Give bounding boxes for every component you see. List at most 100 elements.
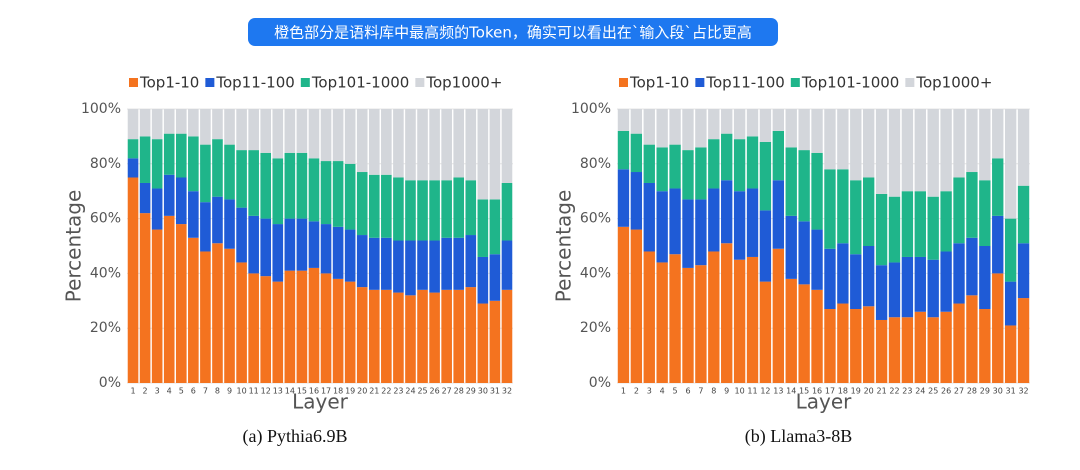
- bar-segment: [785, 215, 797, 279]
- bar-segment: [477, 109, 489, 200]
- x-tick-label: 8: [215, 387, 220, 396]
- x-tick-label: 9: [227, 387, 232, 396]
- bar-segment: [837, 303, 849, 383]
- bar-segment: [441, 180, 452, 238]
- bar-segment: [850, 254, 862, 310]
- bar-segment: [721, 109, 733, 134]
- bar-segment: [617, 169, 630, 227]
- bar-segment: [669, 109, 681, 145]
- bar-segment: [824, 109, 836, 170]
- bar-segment: [617, 130, 630, 170]
- bar-segment: [453, 289, 465, 383]
- bar-segment: [489, 300, 501, 383]
- bar-segment: [260, 276, 272, 383]
- bar-segment: [862, 109, 875, 178]
- bar-segment: [656, 147, 668, 192]
- banner-box: [248, 18, 778, 46]
- bar-segment: [453, 109, 465, 178]
- x-tick-label: 26: [430, 387, 440, 396]
- bar-segment: [992, 215, 1004, 274]
- bar-segment: [151, 139, 163, 189]
- bar-segment: [441, 109, 452, 181]
- bar-segment: [837, 169, 849, 244]
- bar-segment: [175, 109, 187, 134]
- x-tick-label: 26: [941, 387, 951, 396]
- bar-segment: [643, 109, 655, 145]
- bar-segment: [875, 265, 888, 320]
- bar-segment: [236, 109, 247, 151]
- bar-segment: [139, 136, 151, 183]
- bar-segment: [811, 152, 823, 230]
- bar-segment: [441, 237, 452, 290]
- bar-segment: [260, 218, 272, 277]
- bar-segment: [669, 144, 681, 189]
- bar-segment: [888, 196, 901, 263]
- x-tick-label: 21: [876, 387, 886, 396]
- y-tick-label: 100%: [571, 101, 611, 117]
- bar-segment: [733, 259, 746, 383]
- bar-segment: [927, 196, 939, 260]
- x-tick-label: 18: [333, 387, 343, 396]
- x-tick-label: 2: [143, 387, 148, 396]
- bar-segment: [862, 306, 875, 383]
- bar-segment: [785, 109, 797, 148]
- legend-swatch: [129, 78, 138, 87]
- bar-segment: [308, 109, 320, 159]
- x-tick-label: 29: [466, 387, 476, 396]
- bar-segment: [953, 303, 965, 383]
- bar-segment: [992, 109, 1004, 159]
- bar-segment: [332, 109, 344, 162]
- bar-segment: [953, 177, 965, 244]
- bar-segment: [798, 284, 810, 383]
- bar-segment: [837, 243, 849, 304]
- bar-segment: [151, 188, 163, 230]
- bar-segment: [617, 226, 630, 383]
- bar-segment: [453, 237, 465, 290]
- bar-segment: [501, 109, 513, 183]
- bar-segment: [927, 317, 939, 383]
- bar-segment: [888, 262, 901, 318]
- bar-segment: [746, 256, 759, 383]
- x-tick-label: 7: [203, 387, 208, 396]
- bar-segment: [501, 240, 513, 290]
- x-tick-label: 22: [889, 387, 899, 396]
- x-tick-label: 5: [673, 387, 678, 396]
- bar-segment: [393, 177, 404, 241]
- bar-segment: [127, 109, 139, 140]
- bar-segment: [759, 281, 772, 383]
- bar-segment: [368, 109, 380, 175]
- bar-segment: [850, 309, 862, 383]
- bar-segment: [356, 172, 368, 236]
- bar-segment: [163, 109, 175, 134]
- bar-segment: [429, 109, 440, 181]
- x-tick-label: 32: [1018, 387, 1028, 396]
- bar-segment: [888, 317, 901, 383]
- bar-segment: [811, 109, 823, 153]
- x-tick-label: 23: [393, 387, 403, 396]
- bar-segment: [296, 218, 308, 271]
- legend-label: Top1-10: [629, 74, 689, 92]
- bar-segment: [151, 109, 163, 140]
- bar-segment: [862, 177, 875, 246]
- bar-segment: [212, 109, 223, 140]
- legend-swatch: [300, 78, 310, 87]
- bar-segment: [656, 262, 668, 383]
- x-tick-label: 5: [179, 387, 184, 396]
- legend-label: Top11-100: [215, 74, 294, 92]
- y-tick-label: 60%: [580, 211, 611, 227]
- bar-segment: [139, 213, 151, 383]
- bar-segment: [284, 109, 296, 153]
- bar-segment: [1017, 185, 1030, 244]
- banner-text: 橙色部分是语料库中最高频的Token，确实可以看出在`输入段`占比更高: [274, 24, 752, 42]
- x-tick-label: 14: [786, 387, 796, 396]
- bar-segment: [175, 224, 187, 383]
- bar-segment: [200, 251, 211, 383]
- x-tick-label: 17: [321, 387, 331, 396]
- bar-segment: [1004, 281, 1017, 326]
- bar-segment: [127, 139, 139, 159]
- bar-segment: [284, 218, 296, 271]
- x-tick-label: 30: [993, 387, 1003, 396]
- bar-segment: [429, 240, 440, 293]
- bar-segment: [308, 221, 320, 268]
